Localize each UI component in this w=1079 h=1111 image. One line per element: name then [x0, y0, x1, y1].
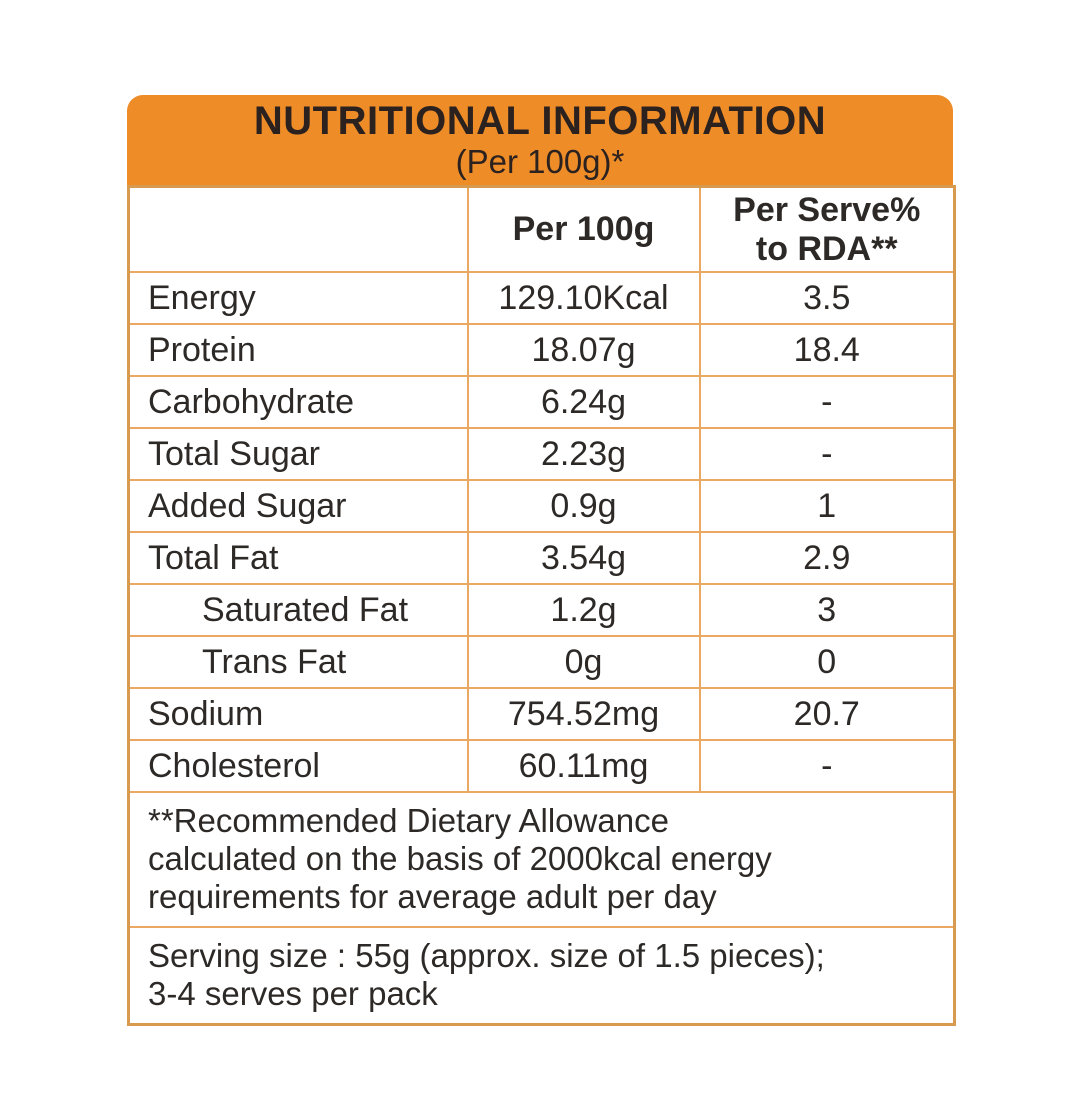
- table-row-sodium: Sodium 754.52mg 20.7: [127, 687, 956, 741]
- row-value-rda: 0: [698, 635, 956, 689]
- table-row-total-fat: Total Fat 3.54g 2.9: [127, 531, 956, 585]
- footnote-serving-size: Serving size : 55g (approx. size of 1.5 …: [127, 926, 956, 1026]
- row-value-rda: -: [698, 739, 956, 793]
- column-header-per-100g: Per 100g: [466, 185, 701, 273]
- row-label: Energy: [127, 271, 469, 325]
- footnote-rda-line3: requirements for average adult per day: [148, 878, 717, 915]
- nutrition-table: Per 100g Per Serve% to RDA** Energy 129.…: [127, 185, 956, 1026]
- column-header-row: Per 100g Per Serve% to RDA**: [127, 185, 956, 273]
- row-value-per-100g: 129.10Kcal: [466, 271, 701, 325]
- table-row-added-sugar: Added Sugar 0.9g 1: [127, 479, 956, 533]
- row-value-per-100g: 2.23g: [466, 427, 701, 481]
- row-value-per-100g: 6.24g: [466, 375, 701, 429]
- row-label: Protein: [127, 323, 469, 377]
- row-value-per-100g: 0g: [466, 635, 701, 689]
- footnote-rda-row: **Recommended Dietary Allowance calculat…: [127, 791, 956, 928]
- table-row-saturated-fat: Saturated Fat 1.2g 3: [127, 583, 956, 637]
- panel-subtitle: (Per 100g)*: [455, 142, 625, 180]
- table-row-total-sugar: Total Sugar 2.23g -: [127, 427, 956, 481]
- row-value-rda: 18.4: [698, 323, 956, 377]
- footnote-rda-line2: calculated on the basis of 2000kcal ener…: [148, 840, 772, 877]
- row-value-rda: -: [698, 427, 956, 481]
- table-row-energy: Energy 129.10Kcal 3.5: [127, 271, 956, 325]
- row-value-rda: 20.7: [698, 687, 956, 741]
- row-label: Carbohydrate: [127, 375, 469, 429]
- row-value-per-100g: 1.2g: [466, 583, 701, 637]
- row-label: Total Fat: [127, 531, 469, 585]
- row-value-per-100g: 0.9g: [466, 479, 701, 533]
- footnote-serving-row: Serving size : 55g (approx. size of 1.5 …: [127, 926, 956, 1026]
- column-header-per-serve-line1: Per Serve%: [733, 191, 921, 230]
- row-value-per-100g: 3.54g: [466, 531, 701, 585]
- footnote-serving-line1: Serving size : 55g (approx. size of 1.5 …: [148, 937, 825, 974]
- row-label: Sodium: [127, 687, 469, 741]
- footnote-rda: **Recommended Dietary Allowance calculat…: [127, 791, 956, 928]
- row-value-per-100g: 754.52mg: [466, 687, 701, 741]
- row-label: Added Sugar: [127, 479, 469, 533]
- row-value-per-100g: 18.07g: [466, 323, 701, 377]
- row-value-rda: 2.9: [698, 531, 956, 585]
- footnote-serving-line2: 3-4 serves per pack: [148, 975, 438, 1012]
- panel-title: NUTRITIONAL INFORMATION: [253, 98, 827, 143]
- row-value-rda: 3: [698, 583, 956, 637]
- panel-header: NUTRITIONAL INFORMATION (Per 100g)*: [127, 95, 953, 185]
- row-value-per-100g: 60.11mg: [466, 739, 701, 793]
- row-value-rda: 1: [698, 479, 956, 533]
- row-label: Trans Fat: [127, 635, 469, 689]
- row-value-rda: -: [698, 375, 956, 429]
- row-value-rda: 3.5: [698, 271, 956, 325]
- row-label: Cholesterol: [127, 739, 469, 793]
- footnote-rda-line1: **Recommended Dietary Allowance: [148, 802, 669, 839]
- column-header-per-serve-rda: Per Serve% to RDA**: [698, 185, 956, 273]
- table-row-carbohydrate: Carbohydrate 6.24g -: [127, 375, 956, 429]
- row-label: Saturated Fat: [127, 583, 469, 637]
- table-row-trans-fat: Trans Fat 0g 0: [127, 635, 956, 689]
- table-row-protein: Protein 18.07g 18.4: [127, 323, 956, 377]
- table-row-cholesterol: Cholesterol 60.11mg -: [127, 739, 956, 793]
- nutrition-panel: NUTRITIONAL INFORMATION (Per 100g)* Per …: [127, 95, 956, 1026]
- row-label: Total Sugar: [127, 427, 469, 481]
- column-header-blank: [127, 185, 469, 273]
- column-header-per-serve-line2: to RDA**: [755, 229, 898, 268]
